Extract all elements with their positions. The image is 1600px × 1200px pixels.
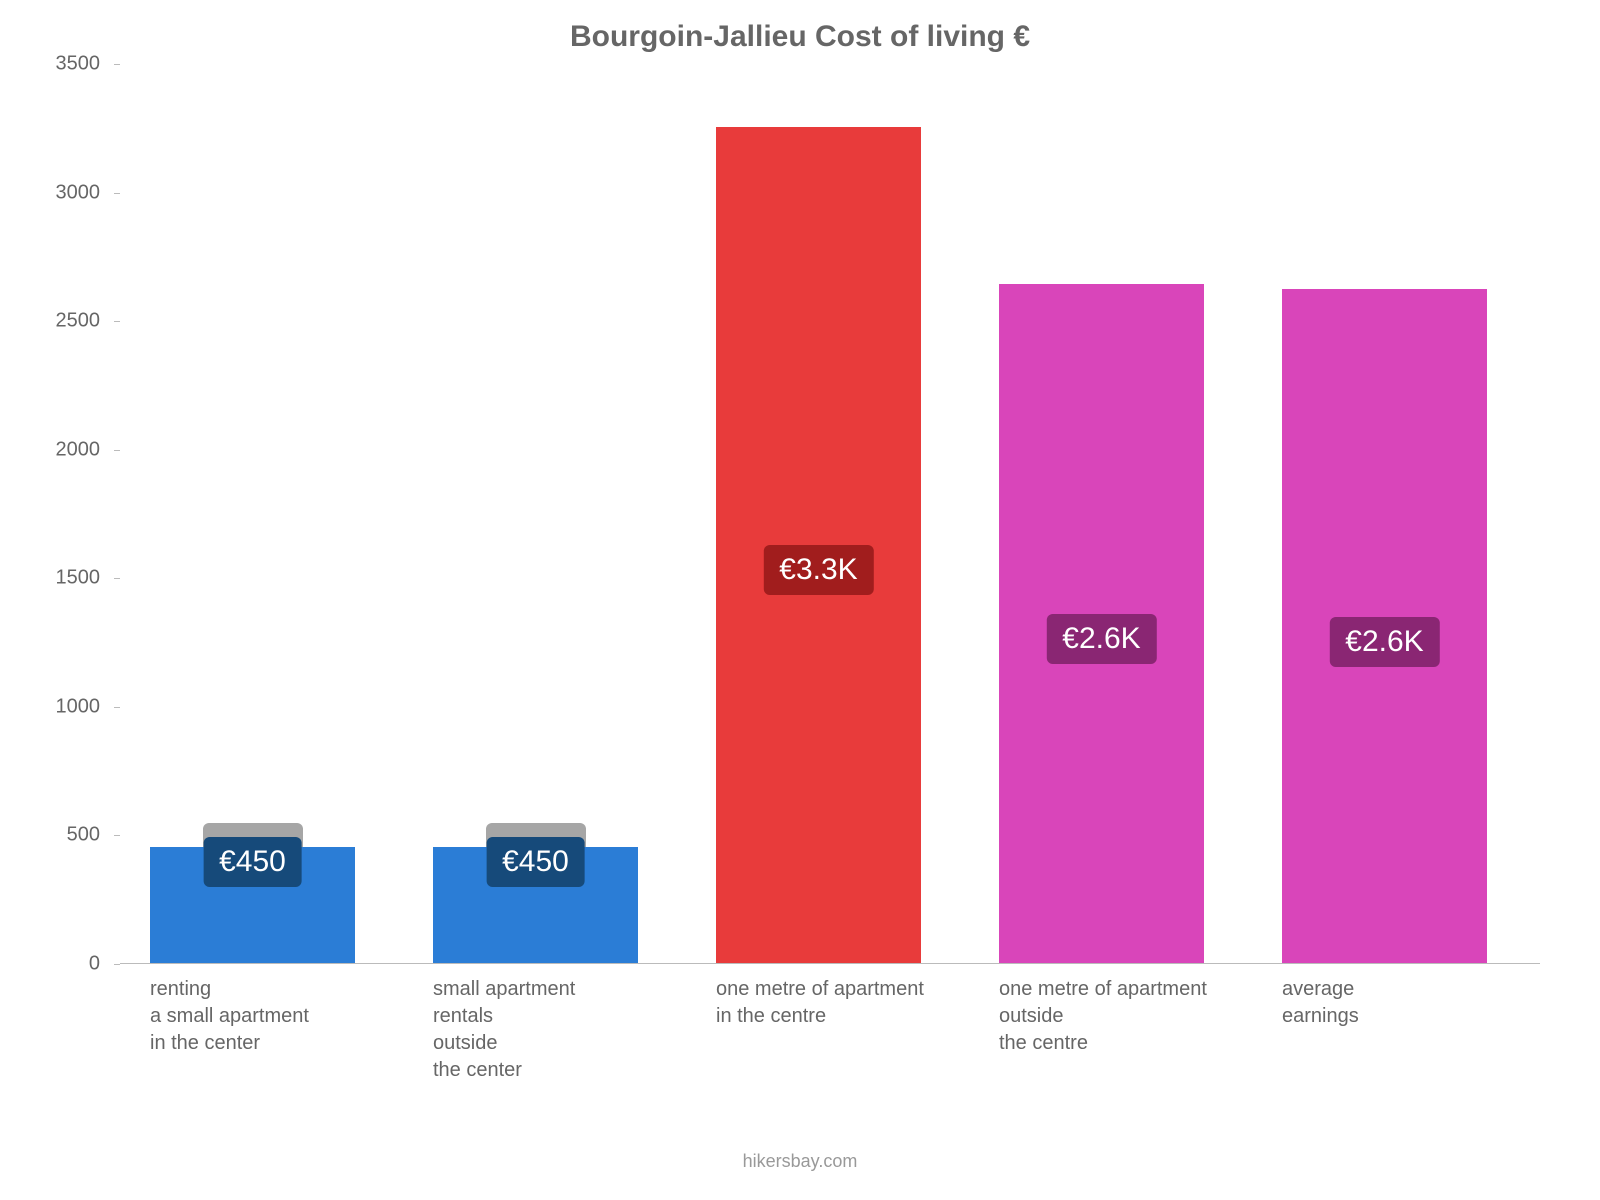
bar-value-label: €3.3K <box>763 545 873 595</box>
bar-value-label: €2.6K <box>1046 614 1156 664</box>
y-tick-label: 3000 <box>40 181 100 204</box>
bar-value-label: €2.6K <box>1329 617 1439 667</box>
y-tick-label: 1000 <box>40 695 100 718</box>
attribution-text: hikersbay.com <box>743 1151 858 1172</box>
y-tick-mark <box>114 835 120 836</box>
y-tick-mark <box>114 578 120 579</box>
y-tick-label: 2000 <box>40 438 100 461</box>
plot-area: 0500100015002000250030003500 €450€450€3.… <box>120 64 1540 964</box>
chart-title: Bourgoin-Jallieu Cost of living € <box>50 20 1550 54</box>
x-tick-label: small apartment rentals outside the cent… <box>433 976 575 1084</box>
y-tick-label: 3500 <box>40 53 100 76</box>
x-tick-label: one metre of apartment in the centre <box>716 976 924 1030</box>
y-tick-mark <box>114 321 120 322</box>
bar-value-label: €450 <box>203 837 302 887</box>
y-tick-mark <box>114 707 120 708</box>
x-tick-label: one metre of apartment outside the centr… <box>999 976 1207 1057</box>
y-tick-label: 0 <box>40 953 100 976</box>
y-tick-mark <box>114 450 120 451</box>
y-tick-label: 500 <box>40 824 100 847</box>
y-tick-mark <box>114 193 120 194</box>
x-tick-label: average earnings <box>1282 976 1359 1030</box>
y-axis: 0500100015002000250030003500 <box>50 64 110 963</box>
y-tick-mark <box>114 64 120 65</box>
x-tick-label: renting a small apartment in the center <box>150 976 309 1057</box>
y-tick-label: 1500 <box>40 567 100 590</box>
y-tick-mark <box>114 964 120 965</box>
y-tick-label: 2500 <box>40 310 100 333</box>
bar-value-label: €450 <box>486 837 585 887</box>
chart-container: Bourgoin-Jallieu Cost of living € 050010… <box>50 20 1550 1180</box>
